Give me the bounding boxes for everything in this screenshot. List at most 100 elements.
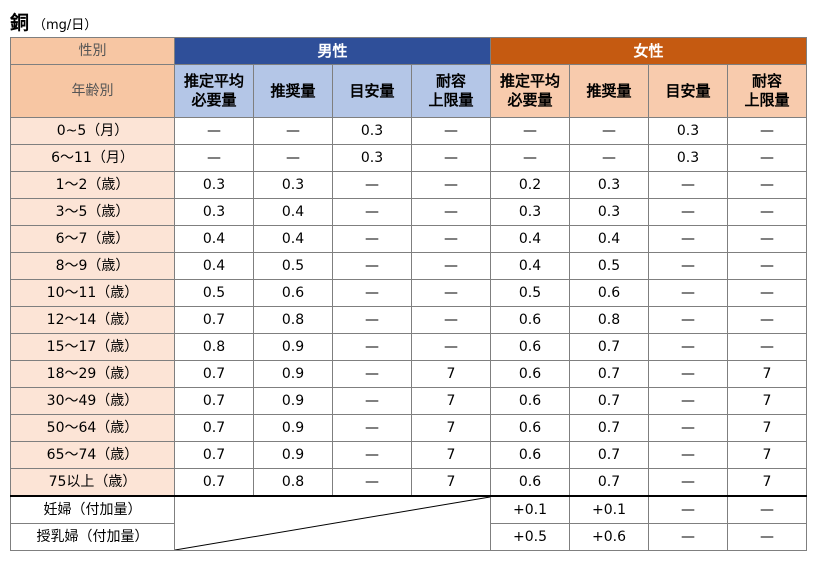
male-value-cell: 0.7 [174, 468, 254, 497]
male-value-cell: 0.7 [174, 306, 254, 334]
female-value-cell: 0.6 [490, 360, 570, 388]
male-value-cell: — [332, 279, 412, 307]
female-value-cell: — [727, 306, 807, 334]
col-header-female-ai: 目安量 [648, 64, 728, 118]
female-value-cell: — [727, 144, 807, 172]
female-value-cell: 0.3 [569, 171, 649, 199]
male-value-cell: 7 [411, 414, 491, 442]
female-value-cell: 7 [727, 441, 807, 469]
male-value-cell: — [332, 333, 412, 361]
male-value-cell: — [332, 252, 412, 280]
male-value-cell: 0.9 [253, 387, 333, 415]
male-value-cell: — [332, 468, 412, 497]
male-value-cell: 0.9 [253, 360, 333, 388]
female-value-cell: 0.6 [490, 306, 570, 334]
female-value-cell: 0.8 [569, 306, 649, 334]
age-group-cell: 65～74（歳） [10, 441, 175, 469]
female-value-cell: 0.2 [490, 171, 570, 199]
female-value-cell: 0.7 [569, 468, 649, 497]
female-value-cell: +0.1 [569, 495, 649, 524]
female-value-cell: 0.6 [490, 333, 570, 361]
female-value-cell: 7 [727, 360, 807, 388]
not-applicable-cell [174, 495, 491, 551]
col-header-male-ai: 目安量 [332, 64, 412, 118]
female-value-cell: 0.4 [569, 225, 649, 253]
female-value-cell: — [727, 279, 807, 307]
age-group-cell: 1～2（歳） [10, 171, 175, 199]
title-unit: （mg/日） [33, 18, 98, 33]
female-value-cell: 7 [727, 414, 807, 442]
male-value-cell: — [411, 333, 491, 361]
table-row: 75以上（歳） 0.7 0.8—7 0.6 0.7—7 [10, 468, 807, 497]
female-header: 女性 [490, 37, 807, 65]
male-value-cell: 0.4 [253, 225, 333, 253]
copper-intake-table: 性別 男性 女性 年齢別 推定平均 必要量 推奨量 目安量 耐容 上限量 推定平均必… [10, 37, 807, 551]
male-value-cell: 7 [411, 468, 491, 497]
table-row: 3～5（歳） 0.3 0.4— —0.3 0.3— — [10, 198, 807, 226]
male-value-cell: — [332, 360, 412, 388]
male-value-cell: — [411, 171, 491, 199]
female-value-cell: 0.7 [569, 387, 649, 415]
female-value-cell: — [727, 225, 807, 253]
female-value-cell: — [727, 117, 807, 145]
table-title: 銅 （mg/日） [10, 8, 97, 36]
table-row: 50～64（歳） 0.7 0.9—7 0.6 0.7—7 [10, 414, 807, 442]
female-value-cell: 0.6 [490, 441, 570, 469]
male-value-cell: 0.4 [174, 225, 254, 253]
male-value-cell: 0.8 [253, 468, 333, 497]
male-value-cell: — [332, 171, 412, 199]
table-row: 6～11（月） — —0.3— — —0.3— [10, 144, 807, 172]
female-value-cell: — [490, 117, 570, 145]
female-value-cell: 0.3 [569, 198, 649, 226]
male-value-cell: — [174, 117, 254, 145]
female-value-cell: 0.7 [569, 414, 649, 442]
male-value-cell: 0.5 [253, 252, 333, 280]
female-value-cell: — [648, 387, 728, 415]
female-value-cell: 0.3 [648, 144, 728, 172]
female-value-cell: 0.5 [569, 252, 649, 280]
female-value-cell: +0.6 [569, 523, 649, 551]
female-value-cell: +0.5 [490, 523, 570, 551]
table-row: 65～74（歳） 0.7 0.9—7 0.6 0.7—7 [10, 441, 807, 469]
male-value-cell: 0.8 [253, 306, 333, 334]
female-value-cell: — [648, 495, 728, 524]
col-header-female-rda: 推奨量 [569, 64, 649, 118]
female-value-cell: 0.6 [490, 414, 570, 442]
male-value-cell: 0.7 [174, 414, 254, 442]
male-value-cell: 7 [411, 387, 491, 415]
age-group-cell: 18～29（歳） [10, 360, 175, 388]
female-value-cell: — [569, 144, 649, 172]
col-header-male-ear: 推定平均 必要量 [174, 64, 254, 118]
male-value-cell: — [332, 414, 412, 442]
male-value-cell: — [411, 252, 491, 280]
male-value-cell: 0.3 [332, 117, 412, 145]
female-value-cell: — [648, 279, 728, 307]
male-value-cell: 7 [411, 360, 491, 388]
male-value-cell: 0.3 [332, 144, 412, 172]
table-row: 6～7（歳） 0.4 0.4— —0.4 0.4— — [10, 225, 807, 253]
age-group-cell: 75以上（歳） [10, 468, 175, 497]
male-value-cell: 0.3 [253, 171, 333, 199]
male-value-cell: 0.5 [174, 279, 254, 307]
male-value-cell: 0.4 [253, 198, 333, 226]
female-value-cell: — [569, 117, 649, 145]
female-value-cell: — [648, 523, 728, 551]
male-value-cell: — [253, 144, 333, 172]
age-group-cell: 6～11（月） [10, 144, 175, 172]
age-group-cell: 8～9（歳） [10, 252, 175, 280]
male-value-cell: — [411, 144, 491, 172]
female-value-cell: 0.7 [569, 441, 649, 469]
table-row: 15～17（歳） 0.8 0.9— —0.6 0.7— — [10, 333, 807, 361]
female-value-cell: — [727, 333, 807, 361]
age-group-cell: 15～17（歳） [10, 333, 175, 361]
age-group-cell: 3～5（歳） [10, 198, 175, 226]
female-value-cell: 0.6 [569, 279, 649, 307]
female-value-cell: 0.6 [490, 468, 570, 497]
male-value-cell: — [253, 117, 333, 145]
female-value-cell: 0.4 [490, 225, 570, 253]
male-value-cell: 0.4 [174, 252, 254, 280]
male-value-cell: 0.7 [174, 360, 254, 388]
male-value-cell: — [332, 306, 412, 334]
female-value-cell: — [490, 144, 570, 172]
col-header-male-ul: 耐容 上限量 [411, 64, 491, 118]
